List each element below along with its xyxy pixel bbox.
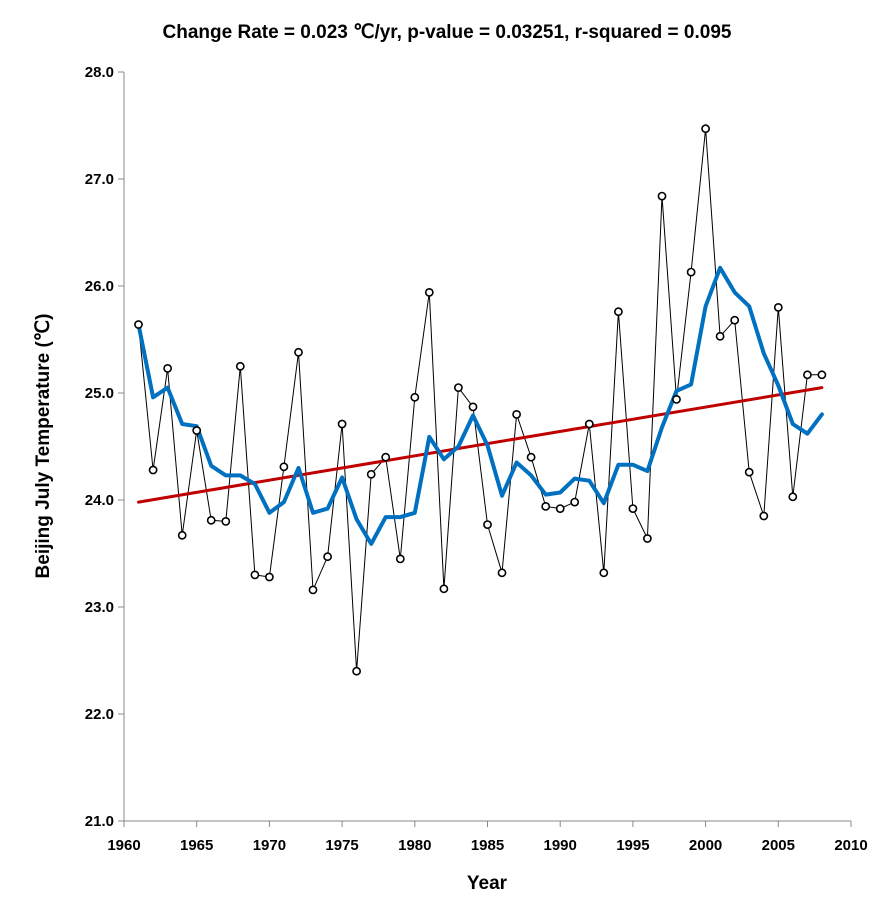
data-point	[352, 666, 361, 676]
data-point	[686, 267, 696, 277]
data-point	[395, 554, 405, 564]
data-point	[672, 394, 681, 404]
y-tick-label: 26.0	[85, 278, 114, 295]
data-point	[206, 515, 216, 525]
x-tick-label: 1970	[253, 837, 286, 854]
data-point	[483, 520, 492, 529]
data-point	[773, 302, 783, 312]
data-point	[163, 363, 172, 373]
data-point	[439, 584, 449, 594]
y-axis-title: Beijing July Temperature (℃)	[33, 314, 54, 579]
data-point	[628, 504, 638, 513]
y-tick-label: 22.0	[85, 706, 114, 723]
y-tick-label: 23.0	[85, 599, 114, 616]
x-tick-label: 2010	[834, 837, 867, 854]
smoothed-series-line	[136, 265, 824, 546]
data-point	[366, 469, 376, 479]
data-point	[584, 419, 594, 429]
x-tick-label: 1990	[544, 837, 577, 854]
data-point	[701, 124, 710, 134]
y-tick-label: 27.0	[85, 171, 114, 188]
data-point	[424, 287, 434, 297]
data-point	[803, 370, 812, 380]
data-point	[308, 585, 318, 595]
data-point	[468, 402, 478, 412]
data-point	[730, 315, 740, 325]
observed-series-line	[138, 128, 823, 672]
data-point	[512, 409, 521, 419]
x-tick-label: 2005	[762, 837, 795, 854]
x-tick-label: 1965	[180, 837, 213, 854]
x-axis-title: Year	[467, 873, 508, 894]
data-point	[221, 517, 231, 526]
data-point	[788, 492, 798, 502]
data-point	[192, 426, 202, 435]
data-point	[570, 497, 580, 507]
y-tick-label: 24.0	[85, 492, 114, 509]
data-point	[177, 530, 187, 540]
data-point	[497, 568, 507, 578]
data-point	[337, 419, 347, 429]
data-point	[744, 467, 754, 477]
data-point	[250, 570, 260, 580]
data-point	[264, 572, 274, 582]
data-point	[555, 504, 565, 513]
chart-title: Change Rate = 0.023 ℃/yr, p-value = 0.03…	[163, 22, 732, 43]
data-point	[148, 465, 158, 475]
data-point	[614, 307, 623, 317]
x-tick-label: 1995	[616, 837, 649, 854]
x-tick-label: 1985	[471, 837, 504, 854]
x-tick-label: 1960	[107, 837, 140, 854]
plot-area: 21.0 22.0 23.0 24.0 25.0 26.0 27.0 28.0 1960 1965…	[85, 64, 868, 854]
x-tick-label: 1980	[398, 837, 431, 854]
data-point	[657, 191, 667, 201]
x-tick-label: 1975	[325, 837, 358, 854]
y-tick-label: 28.0	[85, 64, 114, 81]
data-point	[323, 552, 332, 562]
data-point	[526, 452, 536, 462]
data-point	[294, 347, 303, 357]
y-tick-label: 25.0	[85, 385, 114, 402]
data-point	[643, 534, 652, 543]
data-point	[817, 370, 827, 380]
data-point	[235, 361, 245, 371]
data-point	[715, 331, 725, 341]
y-tick-label: 21.0	[85, 813, 114, 830]
data-point	[279, 462, 289, 472]
data-point	[410, 392, 420, 402]
data-point	[759, 511, 769, 521]
data-point	[541, 501, 551, 511]
data-point	[134, 320, 143, 329]
data-point	[599, 568, 609, 578]
x-tick-label: 2000	[689, 837, 722, 854]
data-point	[381, 452, 391, 462]
data-point	[453, 383, 463, 392]
trend-line	[137, 386, 824, 504]
